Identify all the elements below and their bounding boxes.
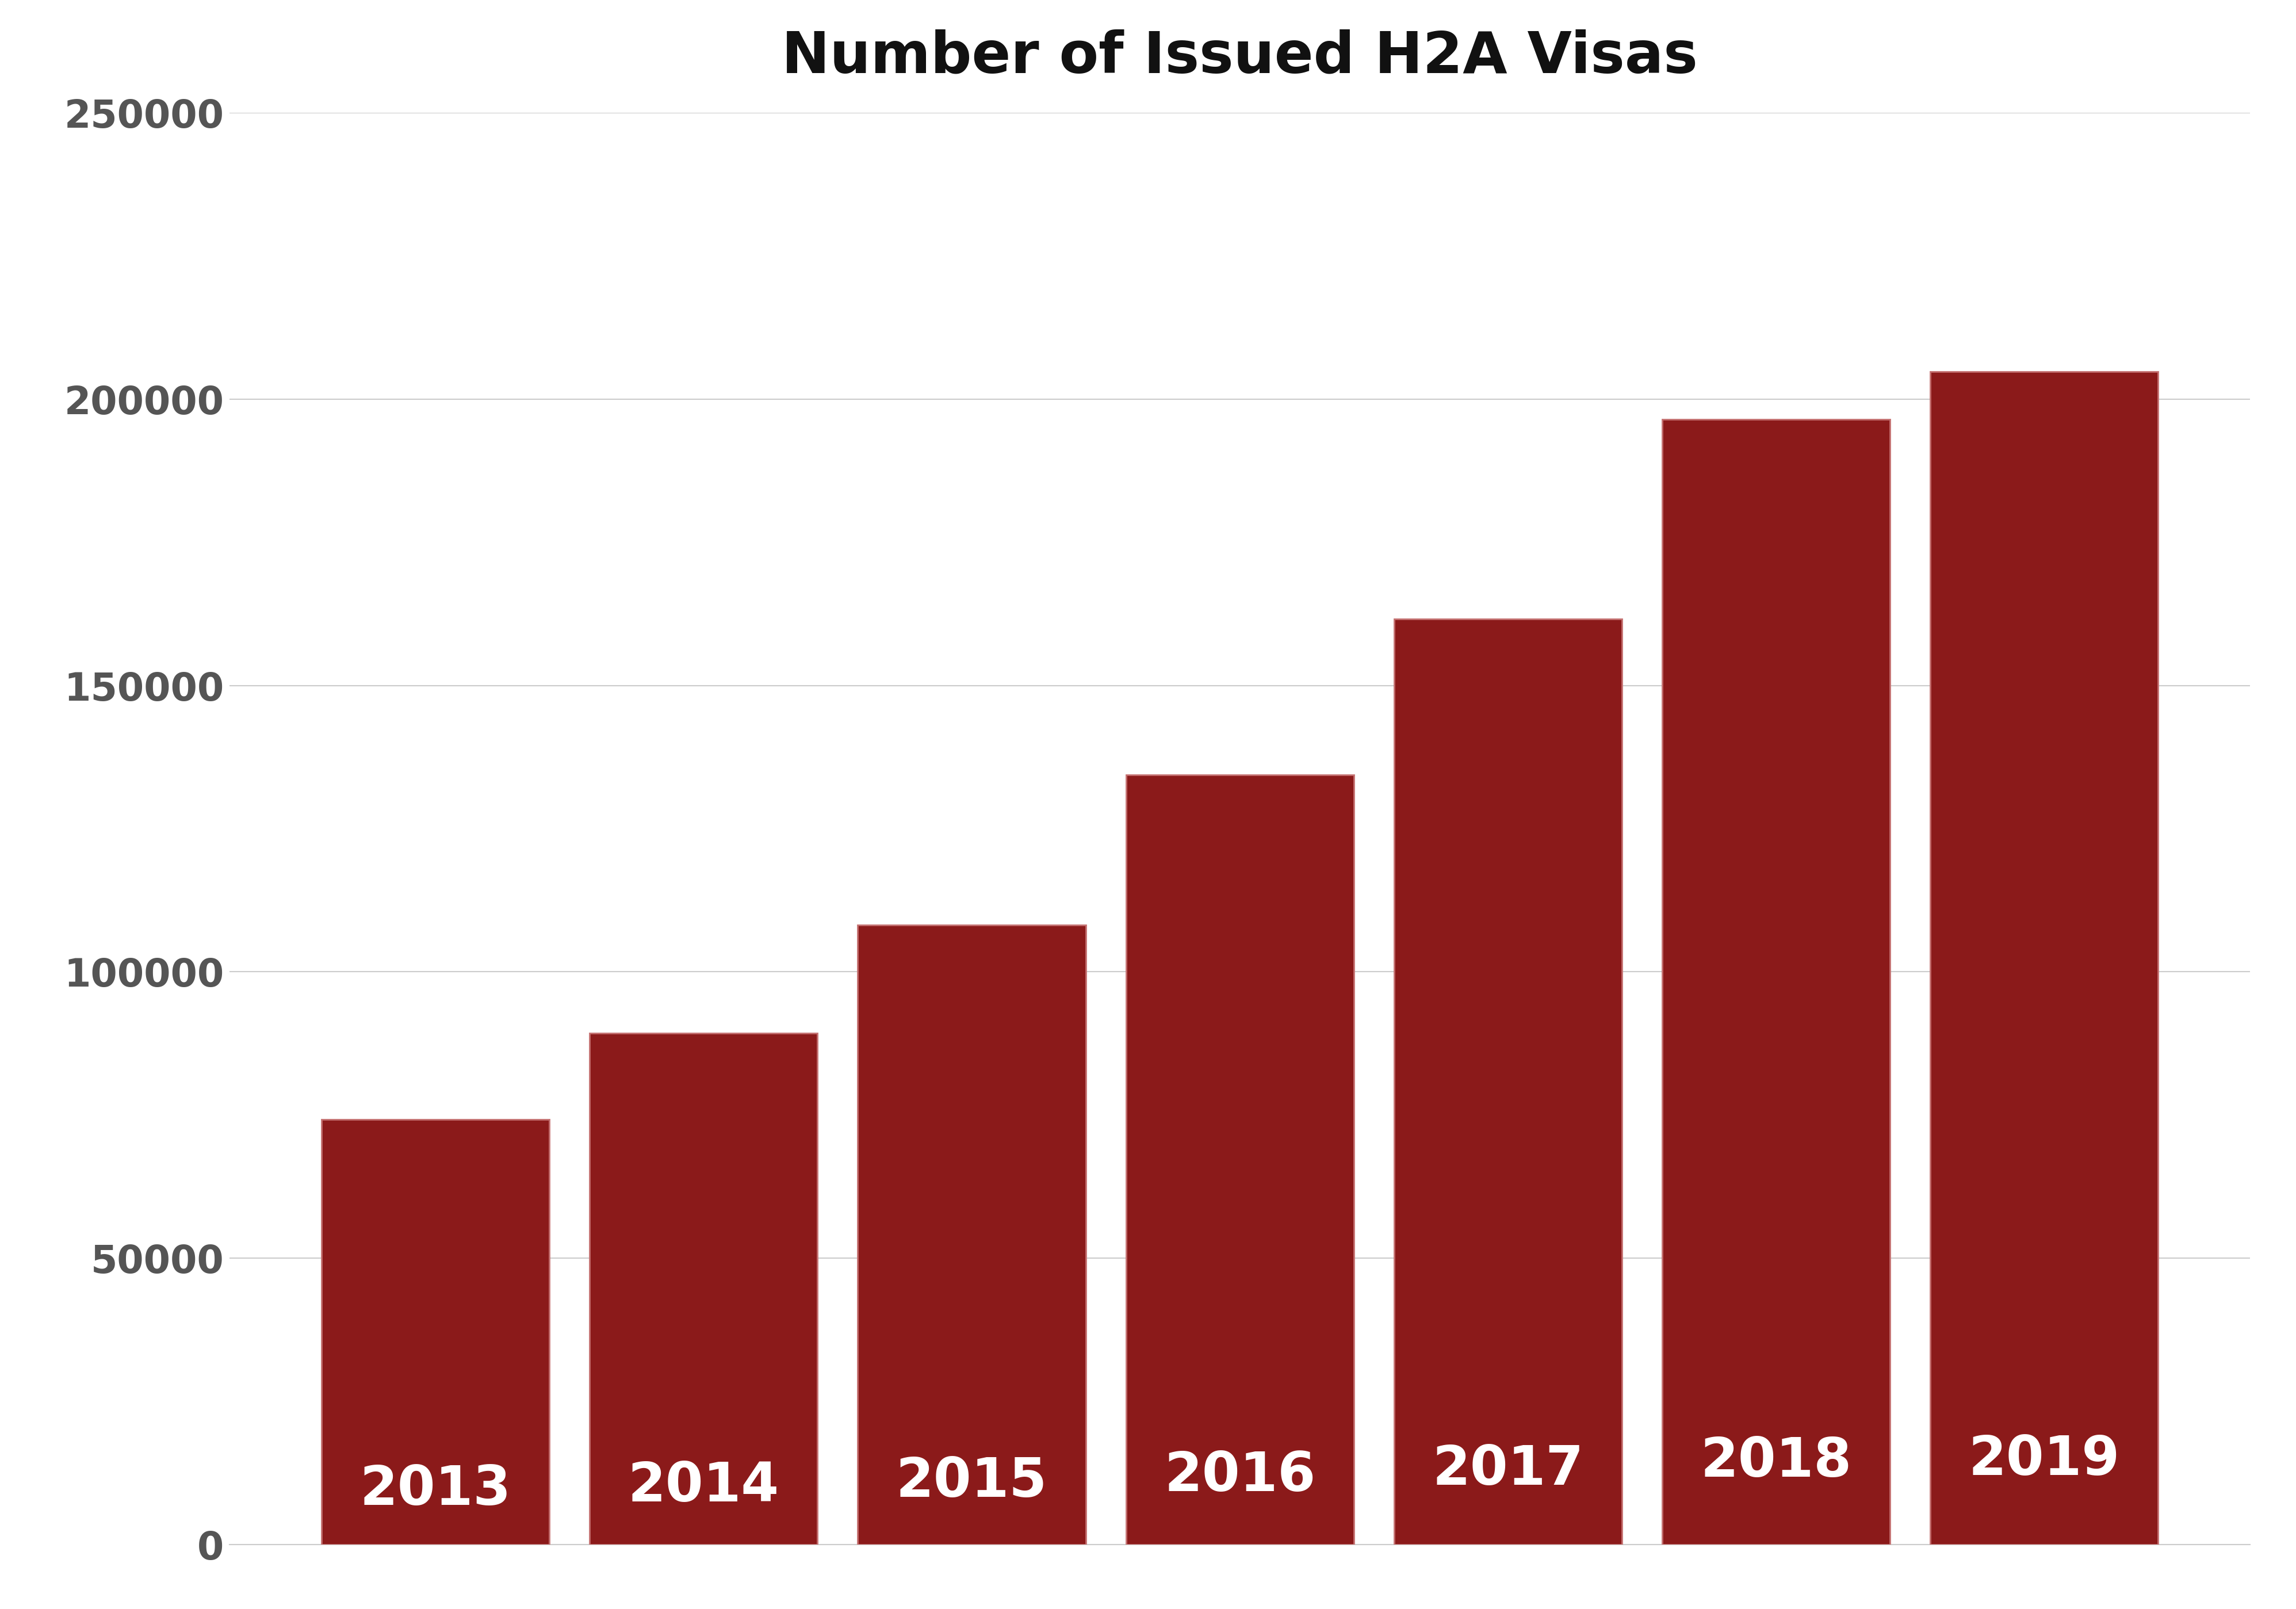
Text: 2015: 2015 bbox=[895, 1456, 1047, 1508]
Text: 2019: 2019 bbox=[1968, 1434, 2119, 1487]
Bar bbox=[321, 1120, 549, 1545]
Bar bbox=[590, 1033, 817, 1545]
Bar bbox=[1394, 619, 1621, 1545]
Bar bbox=[1125, 776, 1355, 1545]
Text: 2018: 2018 bbox=[1701, 1435, 1853, 1488]
Text: 2013: 2013 bbox=[360, 1463, 512, 1516]
Title: Number of Issued H2A Visas: Number of Issued H2A Visas bbox=[781, 29, 1699, 85]
Text: 2017: 2017 bbox=[1433, 1443, 1584, 1496]
Text: 2016: 2016 bbox=[1164, 1450, 1316, 1503]
Bar bbox=[1931, 372, 2158, 1545]
Text: 2014: 2014 bbox=[627, 1459, 778, 1512]
Bar bbox=[859, 925, 1086, 1545]
Bar bbox=[1662, 420, 1890, 1545]
